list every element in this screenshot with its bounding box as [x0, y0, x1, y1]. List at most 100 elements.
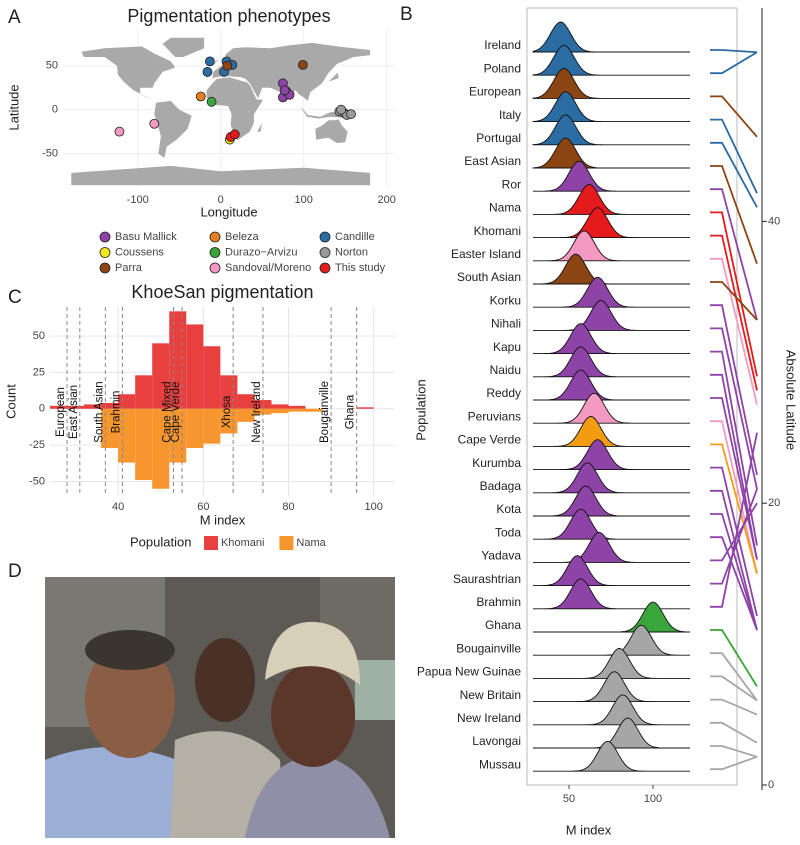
- histogram-bar: [237, 394, 255, 409]
- panel-label: C: [8, 287, 22, 308]
- point: [229, 129, 240, 140]
- x-tick-label: 40: [112, 501, 124, 513]
- ridge: [533, 694, 690, 726]
- legend-swatch: [99, 247, 111, 258]
- ridge: [532, 114, 690, 146]
- population-label: Saurashtrian: [453, 572, 521, 586]
- y-tick-label: 50: [46, 60, 58, 72]
- legend-label: Beleza: [225, 231, 260, 243]
- x-tick-label: 50: [563, 793, 575, 805]
- ridge: [532, 137, 690, 169]
- y-tick-label: -50: [42, 148, 58, 160]
- histogram-bar: [356, 407, 374, 409]
- point: [149, 118, 160, 129]
- y-tick-label: 50: [33, 330, 45, 342]
- population-label: Ireland: [484, 38, 521, 52]
- reference-label: South Asian: [93, 381, 105, 442]
- histogram-bar: [203, 346, 221, 409]
- latitude-link: [710, 513, 758, 631]
- latitude-link: [710, 536, 758, 631]
- land: [257, 122, 263, 132]
- histogram-bar: [203, 408, 221, 444]
- ridge: [533, 740, 690, 772]
- population-label: Reddy: [486, 386, 521, 400]
- ridge: [532, 68, 690, 99]
- point: [336, 104, 346, 115]
- legend-swatch: [319, 231, 331, 243]
- legend-label: Parra: [115, 262, 143, 274]
- point: [346, 109, 356, 119]
- latitude-link: [710, 118, 758, 194]
- land: [206, 77, 263, 141]
- histogram-bar: [101, 408, 119, 449]
- histogram-bar: [305, 408, 323, 412]
- x-axis-label: M index: [200, 512, 246, 527]
- histogram-bar: [101, 402, 119, 409]
- latitude-link: [710, 49, 758, 54]
- x-axis-label: Longitude: [200, 204, 257, 219]
- legend-swatch: [204, 536, 218, 550]
- histogram-bar: [84, 404, 102, 409]
- legend-label: Khomani: [221, 537, 264, 549]
- population-label: East Asian: [464, 154, 521, 168]
- ridge: [533, 578, 690, 610]
- legend-label: Coussens: [115, 246, 164, 258]
- ridge: [533, 415, 690, 447]
- point: [279, 85, 290, 96]
- histogram-bar: [254, 408, 272, 415]
- ridge: [533, 207, 690, 239]
- latitude-link: [710, 466, 758, 617]
- population-label: Toda: [495, 525, 521, 539]
- population-label: Nihali: [491, 317, 521, 331]
- reference-label: Bougainville: [319, 381, 331, 443]
- population-label: Korku: [490, 293, 521, 307]
- latitude-link: [710, 397, 758, 560]
- histogram-bar: [135, 375, 153, 409]
- population-label: Ghana: [485, 618, 521, 632]
- latitude-link: [710, 652, 758, 701]
- legend-label: Nama: [296, 537, 326, 549]
- point: [195, 91, 206, 102]
- point: [222, 60, 233, 71]
- ridge: [533, 299, 690, 331]
- histogram-bar: [288, 408, 306, 412]
- latitude-link: [710, 257, 758, 405]
- latitude-link: [710, 211, 758, 377]
- y-axis-label: Count: [3, 384, 18, 419]
- population-label: Easter Island: [451, 247, 521, 261]
- legend-label: Norton: [335, 246, 368, 258]
- y-tick-label: -25: [29, 439, 45, 451]
- population-label: Nama: [489, 201, 521, 215]
- histogram-bar: [50, 405, 68, 409]
- histogram-bar: [186, 408, 204, 449]
- population-label: Papua New Guinae: [417, 665, 521, 679]
- population-label: Brahmin: [476, 595, 521, 609]
- histogram-bar: [237, 408, 255, 422]
- histogram-bar: [271, 408, 289, 414]
- latitude-link: [710, 51, 758, 75]
- histogram-bar: [152, 343, 170, 409]
- legend-swatch: [319, 262, 331, 274]
- reference-label: European: [55, 387, 67, 437]
- histogram-bar: [186, 324, 204, 409]
- latitude-link: [710, 745, 758, 758]
- latitude-link: [710, 488, 758, 585]
- ridge: [533, 253, 690, 285]
- ridge: [533, 671, 690, 703]
- ridge: [533, 485, 690, 517]
- latitude-link: [710, 675, 758, 702]
- histogram-bar: [271, 404, 289, 409]
- population-label: Peruvians: [468, 409, 521, 423]
- histogram-bar: [67, 405, 85, 409]
- population-label: Portugal: [476, 131, 521, 145]
- legend-label: This study: [335, 262, 386, 274]
- histogram-bar: [135, 408, 153, 481]
- ridge: [533, 276, 690, 308]
- reference-label: Cape Mixed: [162, 381, 174, 442]
- ridge: [533, 369, 690, 401]
- latitude-link: [710, 188, 758, 321]
- population-label: South Asian: [457, 270, 521, 284]
- latitude-link: [710, 443, 758, 574]
- legend-swatch: [209, 247, 221, 258]
- ridge: [533, 647, 690, 679]
